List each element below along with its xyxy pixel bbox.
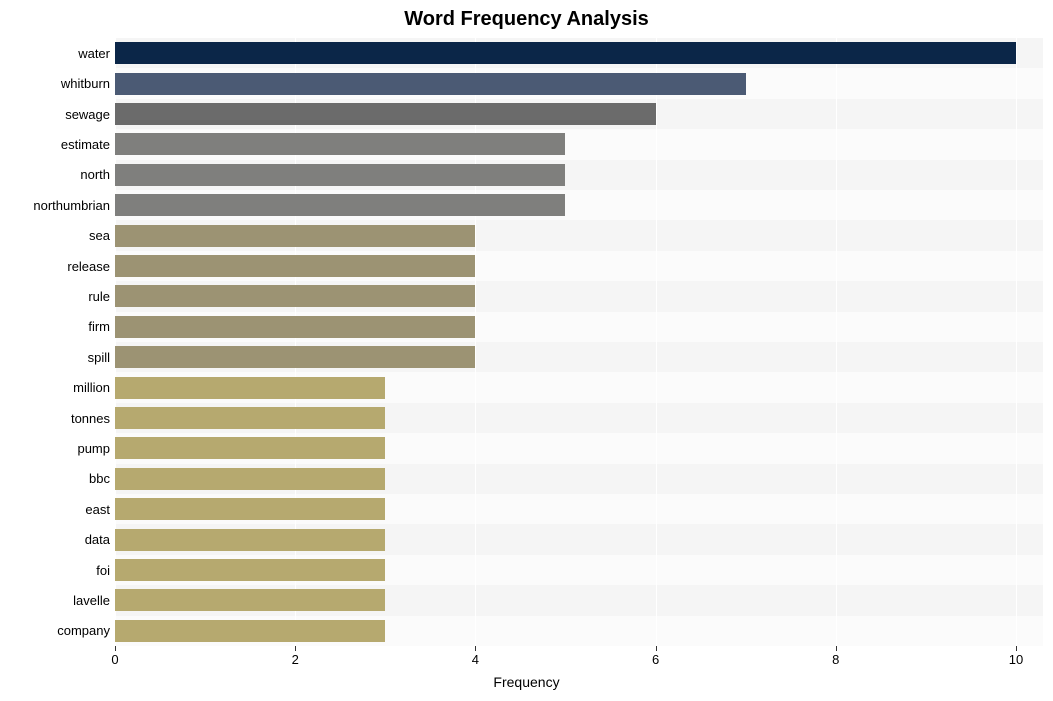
x-tick-label: 10 xyxy=(1009,652,1023,667)
bar xyxy=(115,346,475,368)
y-tick-label: lavelle xyxy=(0,594,110,607)
y-tick-label: foi xyxy=(0,564,110,577)
bar xyxy=(115,255,475,277)
bar xyxy=(115,559,385,581)
bar xyxy=(115,498,385,520)
y-tick-label: sea xyxy=(0,229,110,242)
bar xyxy=(115,620,385,642)
y-tick-label: release xyxy=(0,260,110,273)
bar xyxy=(115,285,475,307)
x-tick-label: 4 xyxy=(472,652,479,667)
y-tick-label: firm xyxy=(0,320,110,333)
gridline xyxy=(475,38,476,646)
y-tick-label: east xyxy=(0,503,110,516)
x-tick-mark xyxy=(1016,646,1017,651)
bar xyxy=(115,164,565,186)
gridline xyxy=(115,38,116,646)
x-tick-mark xyxy=(115,646,116,651)
y-tick-label: north xyxy=(0,168,110,181)
bar xyxy=(115,42,1016,64)
bar xyxy=(115,103,656,125)
y-tick-label: company xyxy=(0,624,110,637)
gridline xyxy=(295,38,296,646)
x-tick-mark xyxy=(656,646,657,651)
y-tick-label: sewage xyxy=(0,108,110,121)
y-tick-label: tonnes xyxy=(0,412,110,425)
y-tick-label: pump xyxy=(0,442,110,455)
bar xyxy=(115,377,385,399)
x-tick-label: 0 xyxy=(111,652,118,667)
bar xyxy=(115,194,565,216)
y-tick-label: rule xyxy=(0,290,110,303)
x-tick-label: 2 xyxy=(292,652,299,667)
y-tick-label: estimate xyxy=(0,138,110,151)
x-tick-mark xyxy=(295,646,296,651)
gridline xyxy=(836,38,837,646)
y-tick-label: whitburn xyxy=(0,77,110,90)
y-tick-label: data xyxy=(0,533,110,546)
y-tick-label: million xyxy=(0,381,110,394)
bar xyxy=(115,529,385,551)
y-tick-label: spill xyxy=(0,351,110,364)
bar xyxy=(115,316,475,338)
bar xyxy=(115,437,385,459)
x-tick-label: 6 xyxy=(652,652,659,667)
gridline xyxy=(656,38,657,646)
x-tick-mark xyxy=(836,646,837,651)
bar xyxy=(115,468,385,490)
y-tick-label: northumbrian xyxy=(0,199,110,212)
bar xyxy=(115,589,385,611)
x-tick-label: 8 xyxy=(832,652,839,667)
bar xyxy=(115,133,565,155)
plot-area xyxy=(115,38,1043,646)
word-frequency-chart: Word Frequency Analysis Frequency water w… xyxy=(0,0,1053,701)
y-tick-label: bbc xyxy=(0,472,110,485)
bar xyxy=(115,225,475,247)
x-axis-label: Frequency xyxy=(0,674,1053,690)
bar xyxy=(115,407,385,429)
x-tick-mark xyxy=(475,646,476,651)
bar xyxy=(115,73,746,95)
gridline xyxy=(1016,38,1017,646)
y-tick-label: water xyxy=(0,47,110,60)
chart-title: Word Frequency Analysis xyxy=(0,8,1053,31)
